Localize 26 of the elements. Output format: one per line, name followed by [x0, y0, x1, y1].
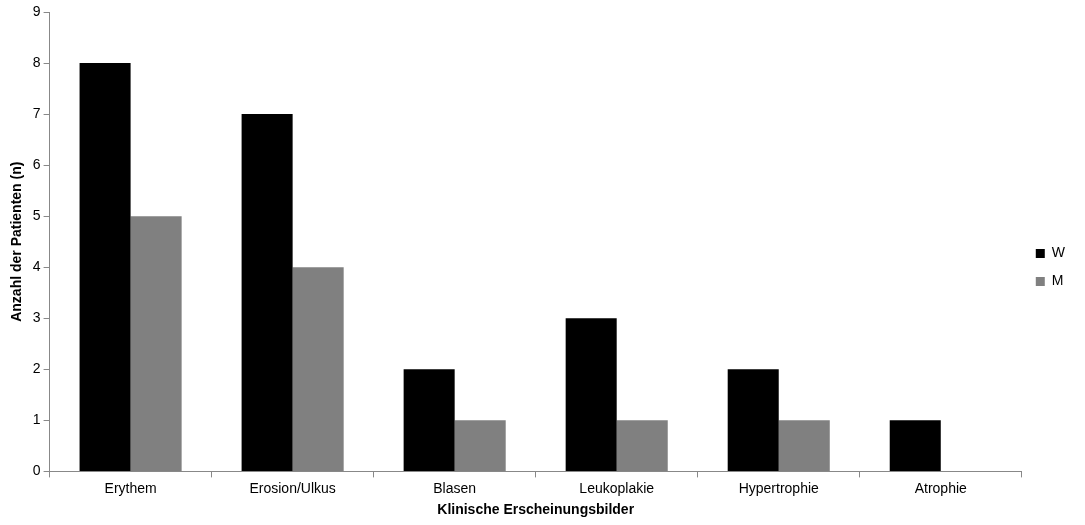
bar: [79, 63, 131, 471]
y-axis-title: Anzahl der Patienten (n): [8, 161, 25, 322]
y-tick-label: 9: [32, 2, 41, 19]
x-tick-label: Erythem: [104, 479, 157, 496]
y-tick-label: 5: [32, 207, 41, 224]
legend-label: M: [1051, 272, 1064, 289]
bar: [403, 369, 455, 471]
x-tick-label: Hypertrophie: [738, 479, 820, 496]
y-tick-label: 3: [32, 309, 41, 326]
x-tick-label: Blasen: [433, 479, 477, 496]
x-tick-label: Erosion/Ulkus: [249, 479, 336, 496]
y-tick-label: 2: [32, 360, 41, 377]
y-tick-label: 1: [32, 411, 41, 428]
y-tick-label: 7: [32, 104, 41, 121]
y-tick-label: 8: [32, 53, 41, 70]
bar: [727, 369, 779, 471]
x-tick-label: Atrophie: [914, 479, 968, 496]
bar: [565, 318, 617, 471]
y-tick-label: 0: [32, 462, 41, 479]
bar: [889, 420, 941, 471]
x-tick-label: Leukoplakie: [579, 479, 655, 496]
bar: [241, 114, 293, 471]
y-tick-label: 6: [32, 155, 41, 172]
y-tick-label: 4: [32, 258, 41, 275]
legend-label: W: [1051, 244, 1066, 261]
x-axis-title: Klinische Erscheinungsbilder: [437, 501, 635, 518]
